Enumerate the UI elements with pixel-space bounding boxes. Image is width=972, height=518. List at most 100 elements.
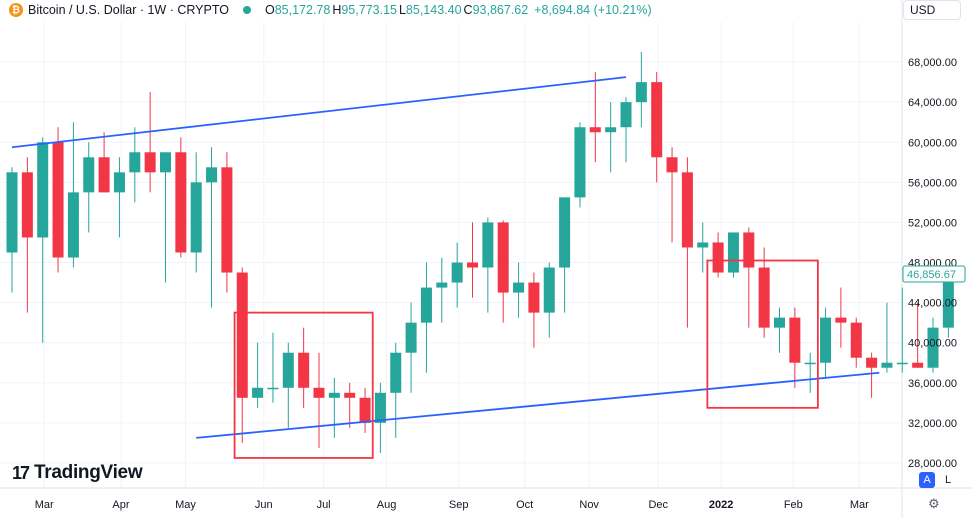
x-tick-label: Dec <box>648 499 668 511</box>
y-tick-label: 44,000.00 <box>908 298 957 310</box>
candle-body <box>497 222 509 293</box>
candle-body <box>774 317 785 328</box>
candle-body <box>589 127 601 133</box>
y-tick-label: 68,000.00 <box>908 57 957 69</box>
market-status-dot <box>242 6 251 14</box>
log-scale-button[interactable]: L <box>944 474 952 486</box>
candle-body <box>175 152 187 253</box>
candle-body <box>912 362 924 368</box>
candle-body <box>436 282 448 288</box>
candle-body <box>359 397 371 423</box>
candle-body <box>405 322 417 353</box>
candle-body <box>543 267 555 313</box>
candle-body <box>789 317 801 363</box>
candle-body <box>559 197 571 268</box>
candle-body <box>942 273 954 328</box>
candle-body <box>651 82 663 158</box>
candle-body <box>605 127 617 133</box>
candle-body <box>67 192 79 258</box>
candle-body <box>866 357 878 368</box>
candle-body <box>927 327 939 368</box>
candle-body <box>328 392 340 398</box>
high-value: 95,773.15 <box>341 3 397 17</box>
y-tick-label: 60,000.00 <box>908 137 957 149</box>
tradingview-logo[interactable]: 17 TradingView <box>12 462 143 484</box>
candle-body <box>144 152 156 173</box>
trendline-upper <box>11 76 627 149</box>
close-value: 93,867.62 <box>472 3 529 17</box>
candle-body <box>113 172 125 193</box>
candle-body <box>881 362 893 368</box>
x-tick-label: 2022 <box>709 499 733 511</box>
candle-body <box>681 172 693 248</box>
y-tick-label: 32,000.00 <box>908 418 957 430</box>
low-value: 85,143.40 <box>405 3 462 17</box>
candle-body <box>6 172 18 253</box>
candle-body <box>896 362 908 365</box>
x-tick-label: Jul <box>317 499 331 511</box>
currency-selector[interactable]: USD <box>903 0 961 20</box>
candle-body <box>52 142 64 258</box>
x-tick-label: Sep <box>449 499 469 511</box>
candle-body <box>758 267 770 328</box>
highlight-box <box>233 311 374 459</box>
last-price-badge <box>902 265 966 283</box>
candle-body <box>712 242 724 273</box>
last-price-label: 46,856.67 <box>907 269 956 281</box>
candle-body <box>282 352 294 388</box>
auto-scale-button[interactable]: A <box>919 472 935 488</box>
x-tick-label: Feb <box>784 499 803 511</box>
y-tick-label: 36,000.00 <box>908 378 957 390</box>
gear-icon[interactable]: ⚙ <box>928 496 940 511</box>
open-label: O <box>264 3 275 17</box>
x-tick-label: Apr <box>112 499 129 511</box>
candle-body <box>236 272 248 398</box>
candle-body <box>850 322 862 358</box>
candle-body <box>160 152 171 173</box>
x-tick-label: May <box>175 499 196 511</box>
y-tick-label: 40,000.00 <box>908 338 957 350</box>
change-value: +8,694.84 (+10.21%) <box>534 3 652 17</box>
candle-body <box>482 222 494 268</box>
candle-body <box>820 317 832 363</box>
y-tick-label: 52,000.00 <box>908 217 957 229</box>
tradingview-logo-text: TradingView <box>34 462 143 483</box>
candle-body <box>513 282 525 293</box>
x-tick-label: Oct <box>516 499 533 511</box>
high-label: H <box>332 3 342 17</box>
candle-body <box>390 352 402 393</box>
highlight-box <box>706 259 819 409</box>
x-tick-label: Nov <box>579 499 599 511</box>
candle-body <box>221 167 233 273</box>
candle-body <box>21 172 33 238</box>
trendline-lower <box>196 371 880 439</box>
candle-body <box>129 152 141 173</box>
candle-body <box>252 387 264 398</box>
x-tick-label: Jun <box>255 499 273 511</box>
candle-body <box>83 157 95 193</box>
candle-body <box>344 392 356 398</box>
candle-body <box>451 262 463 283</box>
candle-body <box>835 317 847 323</box>
candle-body <box>374 392 386 423</box>
candle-body <box>190 182 202 253</box>
candle-body <box>666 157 678 173</box>
x-tick-label: Aug <box>377 499 397 511</box>
close-label: C <box>463 3 473 17</box>
candle-body <box>743 232 755 268</box>
candle-body <box>98 157 110 193</box>
y-tick-label: 56,000.00 <box>908 177 957 189</box>
candle-body <box>313 387 325 398</box>
candle-body <box>467 262 478 268</box>
candle-body <box>420 287 432 323</box>
y-tick-label: 64,000.00 <box>908 97 957 109</box>
tradingview-mark-icon: 17 <box>12 462 30 483</box>
bitcoin-icon: ₿ <box>9 3 23 17</box>
symbol-title[interactable]: Bitcoin / U.S. Dollar · 1W · CRYPTO <box>28 3 229 17</box>
y-tick-label: 28,000.00 <box>908 458 957 470</box>
low-label: L <box>398 3 406 17</box>
candle-body <box>635 82 647 103</box>
open-value: 85,172.78 <box>274 3 331 17</box>
